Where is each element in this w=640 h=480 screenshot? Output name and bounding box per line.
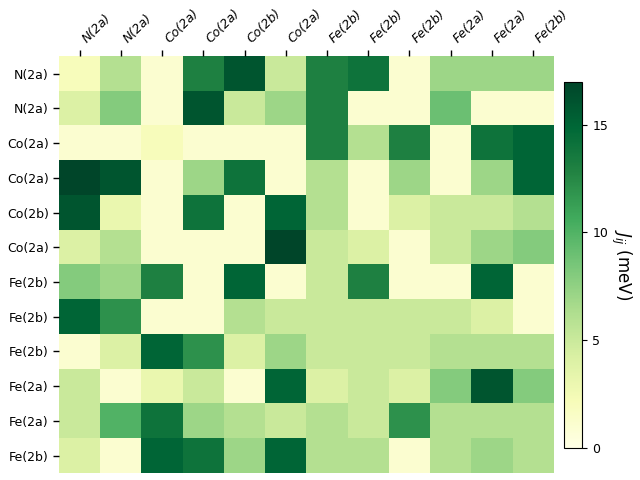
Y-axis label: $J_{ij}$ (meV): $J_{ij}$ (meV) (609, 229, 633, 300)
